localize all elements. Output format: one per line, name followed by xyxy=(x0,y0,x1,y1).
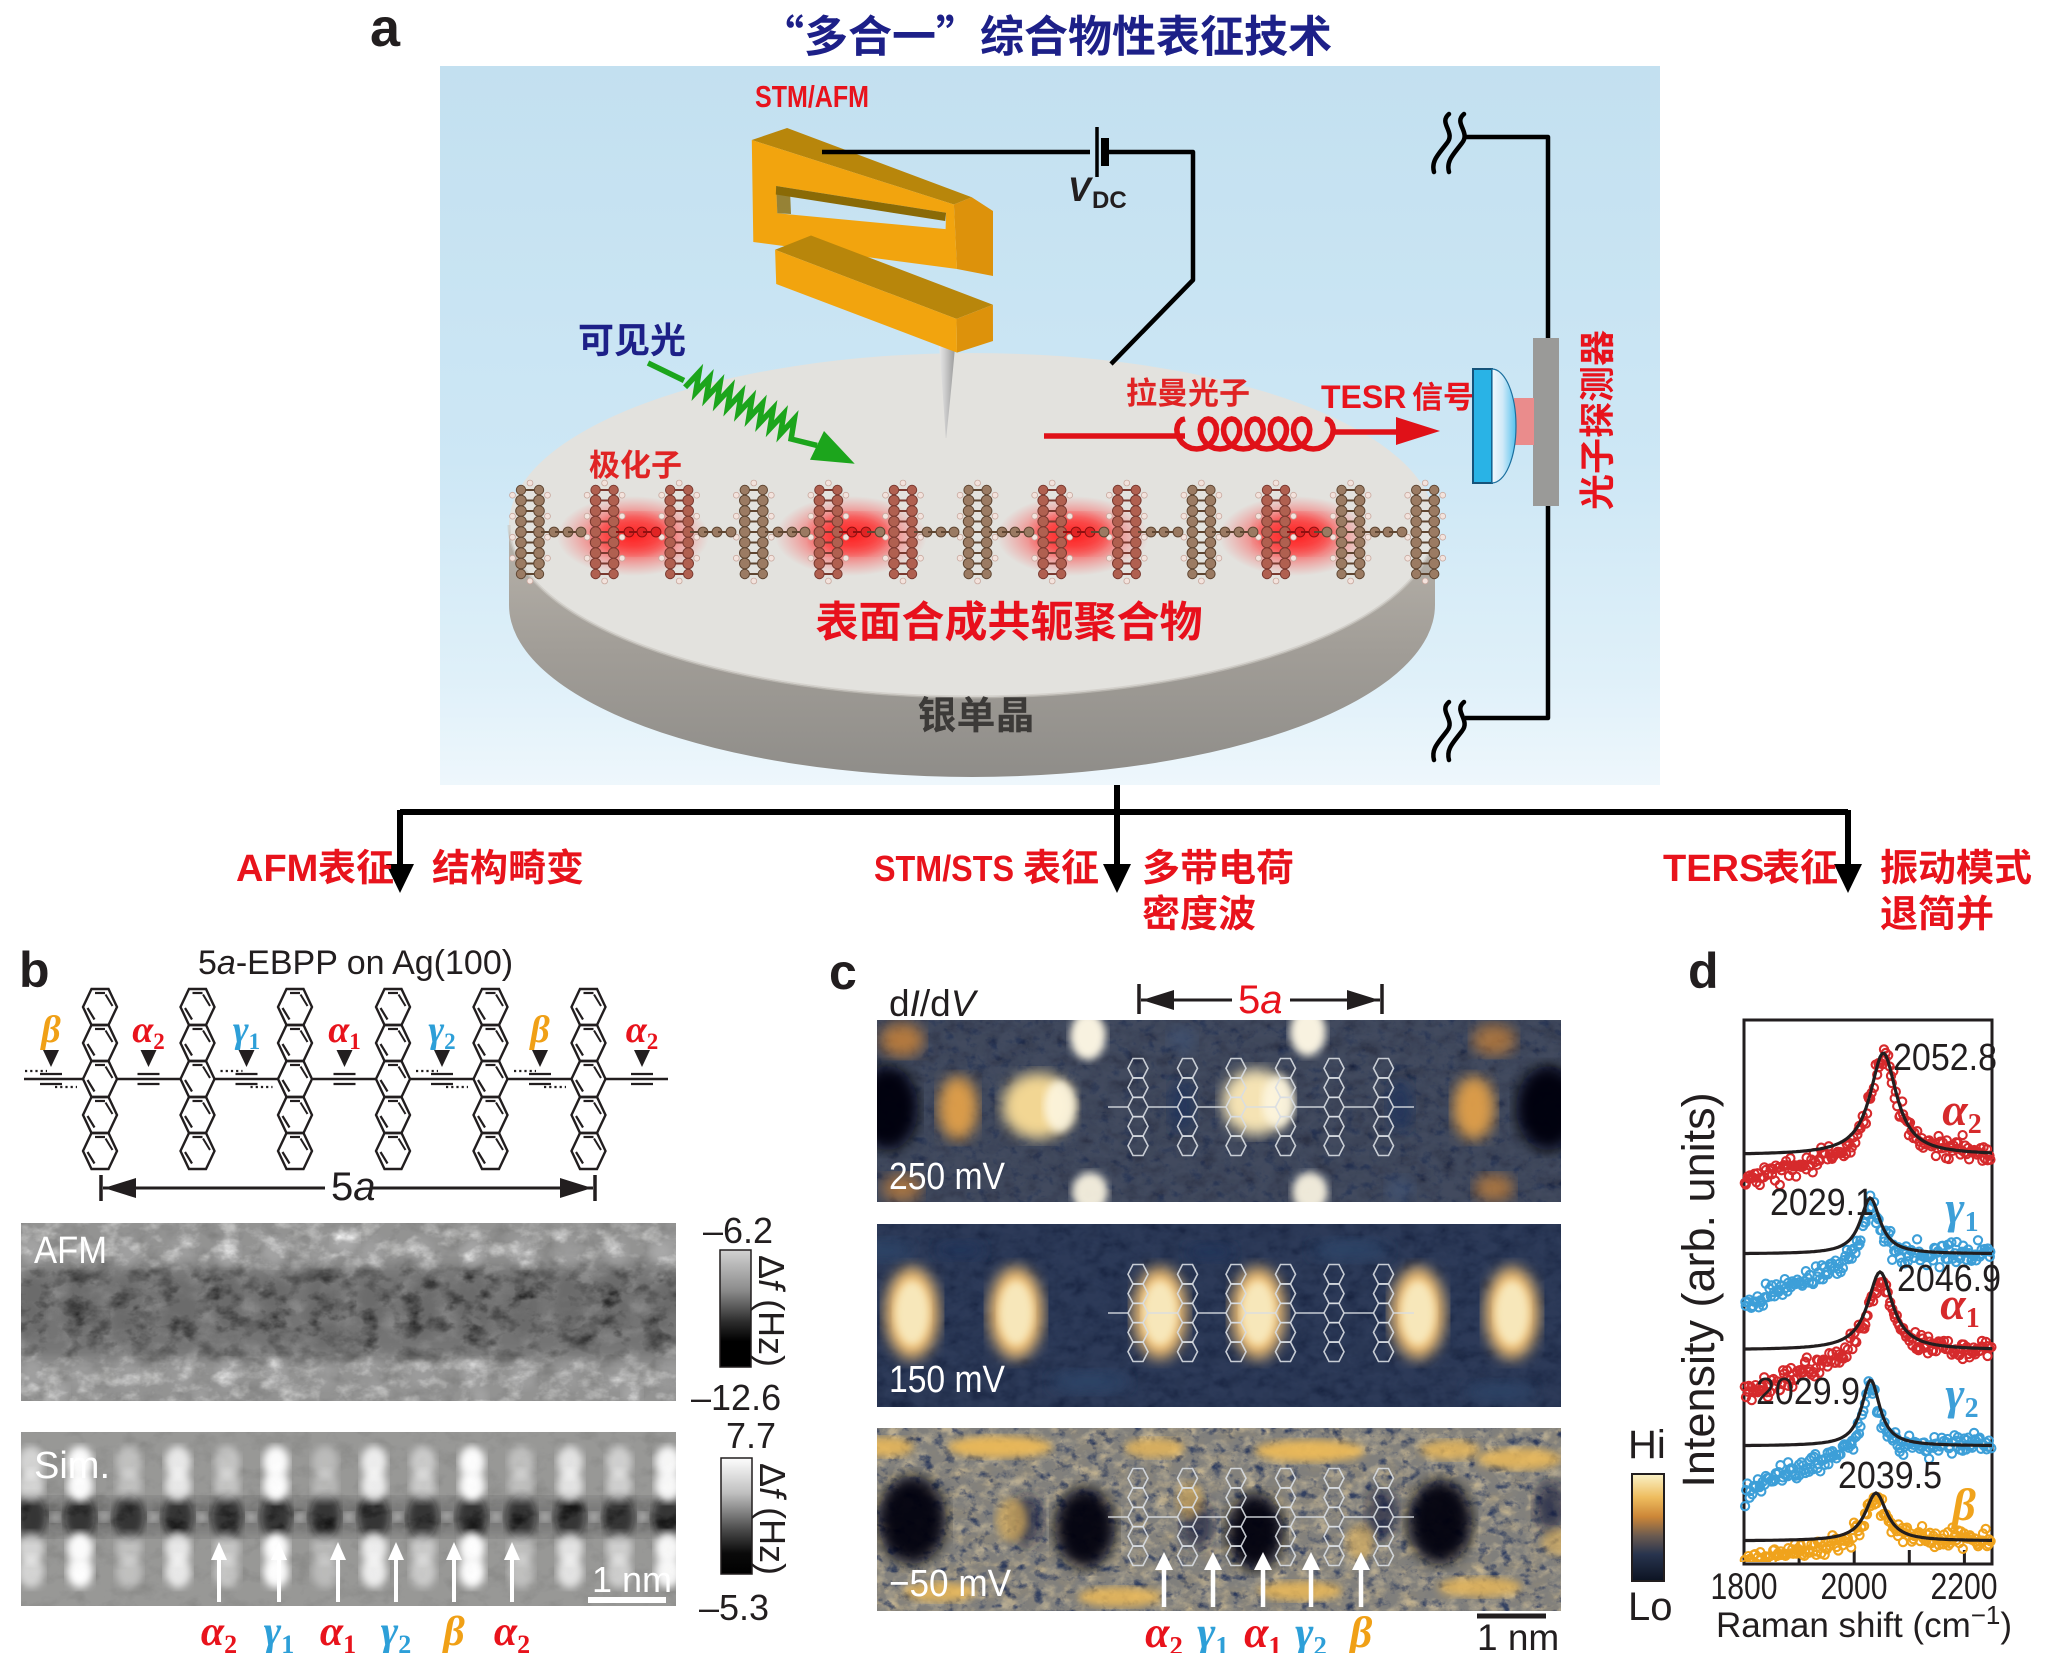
svg-text:Δf (Hz): Δf (Hz) xyxy=(751,1255,792,1367)
svg-text:Δf (Hz): Δf (Hz) xyxy=(752,1463,793,1575)
svg-text:b: b xyxy=(19,942,50,998)
svg-text:d: d xyxy=(1688,943,1719,999)
svg-text:AFM: AFM xyxy=(34,1230,107,1272)
svg-text:STM/STS: STM/STS xyxy=(874,848,1014,889)
svg-text:Hi: Hi xyxy=(1628,1423,1666,1467)
svg-text:γ1: γ1 xyxy=(1197,1608,1229,1653)
svg-text:2052.8: 2052.8 xyxy=(1893,1037,1997,1079)
svg-text:5a: 5a xyxy=(1238,978,1283,1022)
svg-text:β: β xyxy=(1950,1479,1976,1530)
svg-text:2200: 2200 xyxy=(1931,1566,1998,1607)
svg-text:STM/AFM: STM/AFM xyxy=(755,79,869,114)
svg-text:1 nm: 1 nm xyxy=(592,1559,672,1600)
svg-text:1 nm: 1 nm xyxy=(1477,1617,1559,1653)
svg-text:150 mV: 150 mV xyxy=(889,1359,1006,1401)
svg-text:Intensity (arb. units): Intensity (arb. units) xyxy=(1673,1092,1724,1487)
svg-text:β: β xyxy=(441,1609,465,1653)
svg-text:γ2: γ2 xyxy=(1945,1368,1978,1424)
svg-text:α2: α2 xyxy=(494,1609,530,1653)
svg-text:2046.9: 2046.9 xyxy=(1897,1258,2001,1300)
svg-text:250 mV: 250 mV xyxy=(889,1156,1006,1198)
svg-text:2029.9: 2029.9 xyxy=(1756,1371,1860,1413)
svg-text:β: β xyxy=(39,1009,61,1051)
svg-text:Sim.: Sim. xyxy=(34,1445,110,1487)
svg-text:2000: 2000 xyxy=(1821,1566,1888,1607)
svg-text:AFM: AFM xyxy=(236,848,318,890)
svg-text:c: c xyxy=(829,944,857,1000)
svg-text:−50 mV: −50 mV xyxy=(889,1563,1012,1605)
svg-text:–12.6: –12.6 xyxy=(691,1377,781,1418)
svg-text:2039.5: 2039.5 xyxy=(1838,1455,1942,1497)
svg-text:TESR: TESR xyxy=(1321,379,1406,415)
svg-text:Raman shift (cm−1): Raman shift (cm−1) xyxy=(1716,1600,2012,1645)
svg-text:Lo: Lo xyxy=(1628,1585,1673,1629)
svg-text:DC: DC xyxy=(1092,187,1127,214)
svg-text:5a: 5a xyxy=(331,1165,376,1209)
svg-text:5a-EBPP on Ag(100): 5a-EBPP on Ag(100) xyxy=(198,944,513,982)
svg-text:α1: α1 xyxy=(320,1609,356,1653)
svg-text:–5.3: –5.3 xyxy=(699,1587,769,1628)
svg-text:V: V xyxy=(1068,171,1094,209)
svg-text:TERS: TERS xyxy=(1663,848,1764,890)
svg-text:β: β xyxy=(528,1009,550,1051)
svg-text:–6.2: –6.2 xyxy=(703,1210,773,1251)
svg-text:7.7: 7.7 xyxy=(726,1415,776,1456)
svg-text:β: β xyxy=(1348,1608,1373,1653)
svg-text:1800: 1800 xyxy=(1711,1566,1778,1607)
svg-text:dI/dV: dI/dV xyxy=(889,983,979,1024)
svg-text:2029.1: 2029.1 xyxy=(1770,1182,1874,1224)
svg-text:a: a xyxy=(370,0,401,58)
